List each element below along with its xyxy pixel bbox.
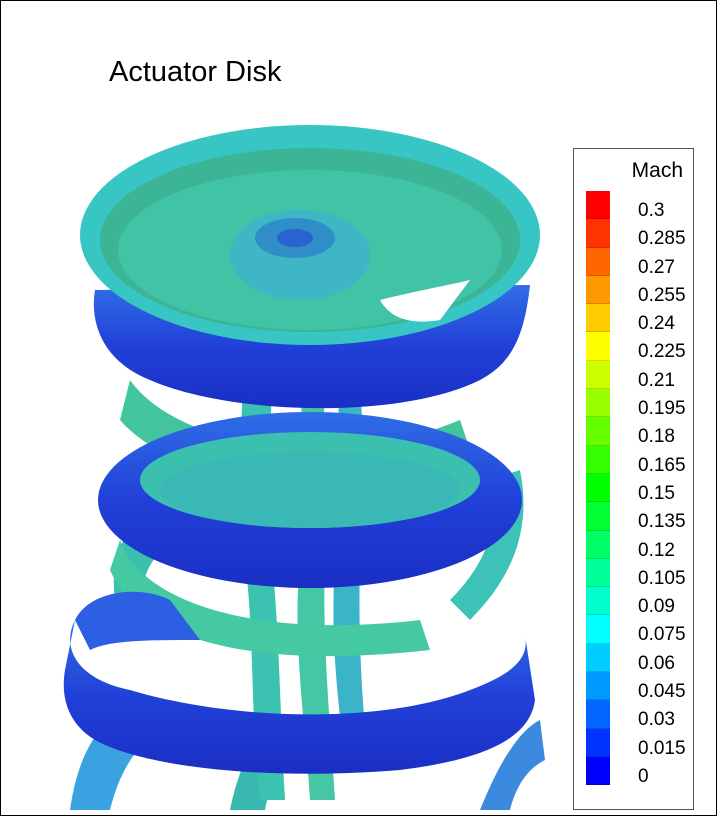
legend-swatch xyxy=(586,728,610,757)
vortex-ring-3 xyxy=(63,591,535,774)
legend-level-label: 0.06 xyxy=(638,652,675,674)
legend-level-label: 0.075 xyxy=(638,624,686,646)
legend-swatch xyxy=(586,558,610,588)
legend-level-label: 0.285 xyxy=(638,228,686,250)
legend-labels: 0.3 0.285 0.27 0.255 0.24 0.225 0.21 0.195 0.18 0… xyxy=(638,199,686,793)
legend-level-label: 0.135 xyxy=(638,511,686,533)
legend-swatch xyxy=(586,191,610,220)
legend-level-label: 0.03 xyxy=(638,709,675,731)
legend-swatch xyxy=(586,643,610,673)
vortex-ring-2 xyxy=(98,412,522,588)
legend-swatch xyxy=(586,389,610,418)
legend-swatch xyxy=(586,615,610,644)
legend-swatch xyxy=(586,473,610,503)
legend-level-label: 0.045 xyxy=(638,681,686,703)
legend-title: Mach xyxy=(631,159,683,182)
legend-level-label: 0.195 xyxy=(638,398,686,420)
legend-swatch xyxy=(586,247,610,276)
legend-level-label: 0.12 xyxy=(638,539,675,561)
legend-swatch xyxy=(586,445,610,474)
legend-swatch xyxy=(586,530,610,559)
legend-swatch xyxy=(586,756,610,786)
legend-level-label: 0.18 xyxy=(638,426,675,448)
legend-swatch xyxy=(586,275,610,305)
legend-level-label: 0.255 xyxy=(638,284,686,306)
legend-level-label: 0.165 xyxy=(638,454,686,476)
legend-level-label: 0.225 xyxy=(638,341,686,363)
mach-legend: Mach 0.3 0.285 0.27 0.255 0.24 0.225 0.21 0.195… xyxy=(573,148,694,810)
legend-swatch xyxy=(586,360,610,390)
legend-swatch xyxy=(586,219,610,248)
actuator-disk xyxy=(80,125,540,409)
legend-level-label: 0.015 xyxy=(638,737,686,759)
figure-title: Actuator Disk xyxy=(109,56,282,88)
legend-swatch xyxy=(586,304,610,333)
legend-level-label: 0.21 xyxy=(638,369,675,391)
legend-level-label: 0.3 xyxy=(638,200,665,221)
legend-swatches xyxy=(586,191,610,786)
legend-level-label: 0.27 xyxy=(638,256,675,278)
legend-level-label: 0 xyxy=(638,765,649,787)
legend-swatch xyxy=(586,502,610,531)
legend-swatch xyxy=(586,332,610,361)
legend-level-label: 0.105 xyxy=(638,567,686,589)
legend-swatch xyxy=(586,672,610,701)
legend-swatch xyxy=(586,417,610,446)
legend-level-label: 0.09 xyxy=(638,596,675,618)
legend-level-label: 0.24 xyxy=(638,313,675,335)
legend-level-label: 0.15 xyxy=(638,482,675,504)
legend-swatch xyxy=(586,700,610,729)
legend-swatch xyxy=(586,587,610,616)
